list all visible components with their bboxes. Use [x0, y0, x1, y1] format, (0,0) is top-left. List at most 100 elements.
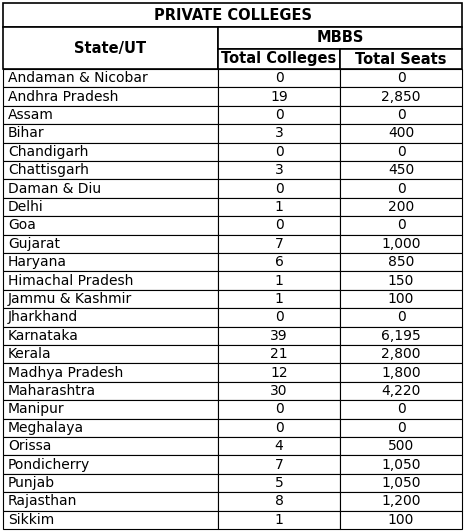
Text: Karnataka: Karnataka: [8, 329, 79, 343]
Bar: [218, 400, 340, 419]
Text: Daman & Diu: Daman & Diu: [8, 181, 101, 196]
Text: 500: 500: [388, 439, 414, 453]
Text: Punjab: Punjab: [8, 476, 55, 490]
Bar: [3, 400, 218, 419]
Bar: [340, 87, 462, 106]
Text: 1: 1: [274, 200, 284, 214]
Bar: [340, 69, 462, 87]
Bar: [340, 216, 462, 235]
Bar: [3, 345, 218, 363]
Bar: [3, 455, 218, 474]
Bar: [3, 161, 218, 179]
Text: 1: 1: [274, 292, 284, 306]
Bar: [218, 235, 340, 253]
Text: 0: 0: [397, 421, 405, 435]
Text: 6: 6: [274, 255, 284, 269]
Text: 450: 450: [388, 163, 414, 177]
Bar: [218, 87, 340, 106]
Bar: [218, 216, 340, 235]
Bar: [218, 474, 340, 492]
Text: 2,800: 2,800: [381, 347, 421, 361]
Text: 1: 1: [274, 273, 284, 288]
Text: Manipur: Manipur: [8, 402, 65, 417]
Text: 1,000: 1,000: [381, 237, 421, 251]
Text: 0: 0: [275, 108, 283, 122]
Bar: [340, 253, 462, 271]
Text: 850: 850: [388, 255, 414, 269]
Bar: [340, 49, 462, 69]
Bar: [218, 124, 340, 143]
Text: Rajasthan: Rajasthan: [8, 494, 77, 509]
Bar: [3, 271, 218, 290]
Text: 21: 21: [270, 347, 288, 361]
Text: 12: 12: [270, 365, 288, 380]
Text: 0: 0: [275, 310, 283, 325]
Bar: [3, 363, 218, 382]
Bar: [3, 382, 218, 400]
Text: Total Seats: Total Seats: [355, 52, 447, 66]
Bar: [218, 49, 340, 69]
Bar: [340, 345, 462, 363]
Bar: [3, 198, 218, 216]
Text: Sikkim: Sikkim: [8, 513, 54, 527]
Text: 0: 0: [275, 402, 283, 417]
Text: Bihar: Bihar: [8, 127, 45, 140]
Text: Meghalaya: Meghalaya: [8, 421, 84, 435]
Text: 7: 7: [275, 458, 283, 471]
Bar: [218, 106, 340, 124]
Bar: [3, 511, 218, 529]
Text: Gujarat: Gujarat: [8, 237, 60, 251]
Bar: [3, 124, 218, 143]
Bar: [3, 327, 218, 345]
Bar: [340, 363, 462, 382]
Text: 0: 0: [275, 421, 283, 435]
Text: Chattisgarh: Chattisgarh: [8, 163, 89, 177]
Bar: [218, 363, 340, 382]
Text: 0: 0: [275, 219, 283, 232]
Bar: [218, 511, 340, 529]
Text: PRIVATE COLLEGES: PRIVATE COLLEGES: [153, 7, 312, 22]
Bar: [340, 474, 462, 492]
Bar: [340, 106, 462, 124]
Bar: [218, 179, 340, 198]
Text: 1,050: 1,050: [381, 476, 421, 490]
Text: 100: 100: [388, 513, 414, 527]
Bar: [3, 143, 218, 161]
Text: 6,195: 6,195: [381, 329, 421, 343]
Text: 30: 30: [270, 384, 288, 398]
Text: 400: 400: [388, 127, 414, 140]
Text: 2,850: 2,850: [381, 89, 421, 104]
Text: 0: 0: [397, 145, 405, 159]
Text: 0: 0: [397, 181, 405, 196]
Text: 0: 0: [275, 145, 283, 159]
Text: 0: 0: [275, 71, 283, 85]
Text: 8: 8: [274, 494, 284, 509]
Text: 39: 39: [270, 329, 288, 343]
Text: Total Colleges: Total Colleges: [221, 52, 337, 66]
Text: 1,800: 1,800: [381, 365, 421, 380]
Text: Andhra Pradesh: Andhra Pradesh: [8, 89, 119, 104]
Bar: [340, 382, 462, 400]
Text: 3: 3: [275, 127, 283, 140]
Bar: [3, 69, 218, 87]
Text: Delhi: Delhi: [8, 200, 44, 214]
Bar: [3, 87, 218, 106]
Text: Jammu & Kashmir: Jammu & Kashmir: [8, 292, 132, 306]
Bar: [218, 419, 340, 437]
Bar: [218, 253, 340, 271]
Bar: [340, 437, 462, 455]
Text: 0: 0: [397, 71, 405, 85]
Bar: [218, 327, 340, 345]
Text: 150: 150: [388, 273, 414, 288]
Text: Haryana: Haryana: [8, 255, 67, 269]
Bar: [3, 27, 218, 69]
Bar: [340, 198, 462, 216]
Text: 4: 4: [275, 439, 283, 453]
Bar: [3, 235, 218, 253]
Text: 0: 0: [397, 108, 405, 122]
Text: 0: 0: [397, 219, 405, 232]
Text: MBBS: MBBS: [316, 30, 364, 46]
Text: Assam: Assam: [8, 108, 54, 122]
Bar: [218, 455, 340, 474]
Bar: [3, 492, 218, 511]
